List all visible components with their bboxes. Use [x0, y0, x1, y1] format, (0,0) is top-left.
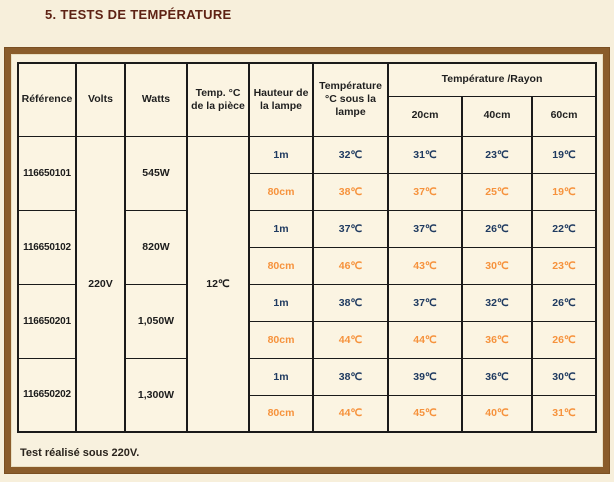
temp-20cm-cell: 37℃ [387, 209, 463, 248]
column-header-temp-under-lamp: Température °C sous la lampe [312, 62, 389, 137]
lamp-height-cell: 1m [248, 135, 314, 174]
temp-40cm-cell: 36℃ [461, 357, 533, 396]
temp-under-lamp-cell: 38℃ [312, 357, 389, 396]
temp-20cm-cell: 39℃ [387, 357, 463, 396]
column-header-temp-by-radius: Température /Rayon [387, 62, 597, 97]
temp-40cm-cell: 32℃ [461, 283, 533, 322]
column-header-watts: Watts [124, 62, 188, 137]
temp-40cm-cell: 30℃ [461, 246, 533, 285]
column-header-volts: Volts [75, 62, 126, 137]
column-header-reference: Référence [17, 62, 77, 137]
lamp-height-cell: 80cm [248, 246, 314, 285]
temp-60cm-cell: 19℃ [531, 172, 597, 211]
lamp-height-cell: 80cm [248, 394, 314, 433]
temp-under-lamp-cell: 44℃ [312, 394, 389, 433]
lamp-height-cell: 1m [248, 209, 314, 248]
temp-40cm-cell: 26℃ [461, 209, 533, 248]
column-header-20cm: 20cm [387, 95, 463, 137]
temp-40cm-cell: 40℃ [461, 394, 533, 433]
reference-cell: 116650101 [17, 135, 77, 211]
column-header-60cm: 60cm [531, 95, 597, 137]
lamp-height-cell: 1m [248, 283, 314, 322]
table-row: 116650201 1,050W 1m 38℃ 37℃ 32℃ 26℃ [17, 283, 597, 359]
table-row: 80cm 44℃ 44℃ 36℃ 26℃ [18, 320, 597, 359]
temp-60cm-cell: 30℃ [531, 357, 597, 396]
lamp-height-cell: 80cm [248, 320, 314, 359]
watts-cell: 820W [124, 209, 188, 285]
temp-under-lamp-cell: 46℃ [312, 246, 389, 285]
reference-cell: 116650202 [17, 357, 77, 433]
temp-20cm-cell: 37℃ [387, 172, 463, 211]
temp-40cm-cell: 23℃ [461, 135, 533, 174]
temp-20cm-cell: 31℃ [387, 135, 463, 174]
temp-60cm-cell: 23℃ [531, 246, 597, 285]
lamp-height-cell: 80cm [248, 172, 314, 211]
reference-cell: 116650102 [17, 209, 77, 285]
temp-under-lamp-cell: 38℃ [312, 172, 389, 211]
table-row: 116650202 1,300W 1m 38℃ 39℃ 36℃ 30℃ [17, 357, 597, 433]
room-temp-cell: 12℃ [186, 135, 250, 433]
watts-cell: 1,300W [124, 357, 188, 433]
temp-under-lamp-cell: 37℃ [312, 209, 389, 248]
temp-60cm-cell: 26℃ [531, 320, 597, 359]
column-header-40cm: 40cm [461, 95, 533, 137]
temp-20cm-cell: 44℃ [387, 320, 463, 359]
temp-40cm-cell: 36℃ [461, 320, 533, 359]
temp-60cm-cell: 31℃ [531, 394, 597, 433]
volts-cell: 220V [75, 135, 126, 433]
table-row: 116650102 820W 1m 37℃ 37℃ 26℃ 22℃ [17, 209, 597, 285]
temp-60cm-cell: 22℃ [531, 209, 597, 248]
temperature-test-table: Référence Volts Watts Temp. °C de la piè… [17, 62, 597, 433]
lamp-height-cell: 1m [248, 357, 314, 396]
reference-cell: 116650201 [17, 283, 77, 359]
temp-60cm-cell: 26℃ [531, 283, 597, 322]
table-row: 80cm 38℃ 37℃ 25℃ 19℃ [18, 172, 597, 211]
temp-40cm-cell: 25℃ [461, 172, 533, 211]
table-row: 80cm 46℃ 43℃ 30℃ 23℃ [18, 246, 597, 285]
temp-60cm-cell: 19℃ [531, 135, 597, 174]
temp-20cm-cell: 37℃ [387, 283, 463, 322]
column-header-room-temp: Temp. °C de la pièce [186, 62, 250, 137]
watts-cell: 545W [124, 135, 188, 211]
footnote-text: Test réalisé sous 220V. [20, 447, 140, 459]
table-row: 116650101 220V 545W 12℃ 1m 32℃ 31℃ 23℃ 1… [17, 135, 597, 433]
temp-under-lamp-cell: 38℃ [312, 283, 389, 322]
temp-under-lamp-cell: 32℃ [312, 135, 389, 174]
column-header-lamp-height: Hauteur de la lampe [248, 62, 314, 137]
table-row: 80cm 44℃ 45℃ 40℃ 31℃ [18, 394, 597, 433]
temp-20cm-cell: 43℃ [387, 246, 463, 285]
temp-20cm-cell: 45℃ [387, 394, 463, 433]
temp-under-lamp-cell: 44℃ [312, 320, 389, 359]
page-title: 5. TESTS DE TEMPÉRATURE [45, 7, 232, 22]
watts-cell: 1,050W [124, 283, 188, 359]
